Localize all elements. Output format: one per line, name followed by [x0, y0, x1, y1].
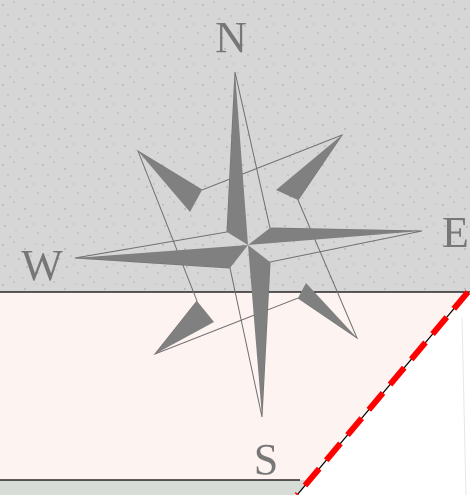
- compass-se-point: [298, 283, 357, 338]
- compass-label-north: N: [215, 13, 247, 62]
- compass-west-point: [75, 245, 248, 268]
- compass-label-south: S: [254, 435, 278, 484]
- compass-south-point: [248, 245, 270, 417]
- boundary-line: [294, 290, 470, 495]
- compass-north-point: [227, 72, 248, 245]
- compass-east-point: [248, 228, 422, 245]
- open-area-edge: [461, 317, 467, 495]
- compass-ne-point: [276, 135, 342, 200]
- compass-label-west: W: [21, 241, 63, 290]
- compass-label-east: E: [442, 208, 469, 257]
- bottom-strip: [0, 481, 300, 495]
- compass-nw-point: [138, 151, 202, 212]
- compass-rose: N E W S: [21, 13, 469, 484]
- compass-sw-point: [155, 301, 214, 354]
